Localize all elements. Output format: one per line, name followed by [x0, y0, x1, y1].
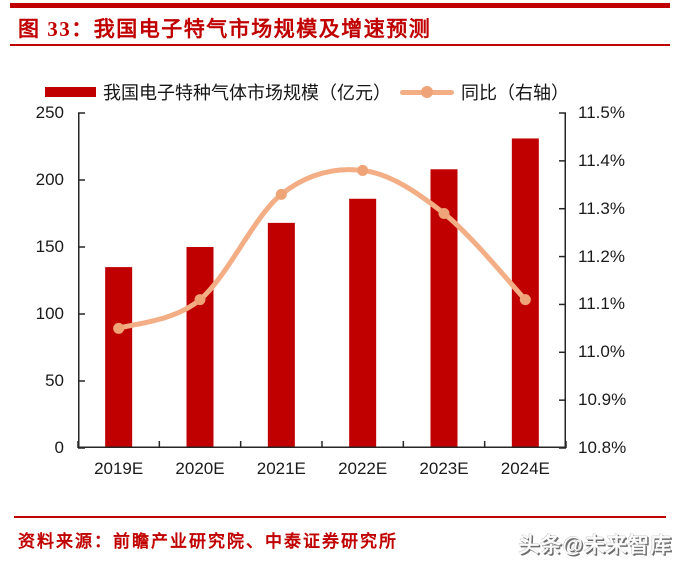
- x-axis-label-2023E: 2023E: [419, 459, 469, 478]
- yoy-marker-2019E: [113, 322, 125, 334]
- left-axis-tick-label: 0: [54, 438, 64, 457]
- bar-series-label: 我国电子特种气体市场规模（亿元）: [103, 83, 391, 103]
- x-axis-label-2022E: 2022E: [338, 459, 388, 478]
- x-axis-labels: 2019E 2020E 2021E 2022E 2023E 2024E: [78, 459, 566, 483]
- x-axis-label-2019E: 2019E: [94, 459, 144, 478]
- yoy-marker-2022E: [357, 164, 369, 176]
- left-axis-tick-label: 50: [45, 371, 64, 390]
- bar-2024E: [511, 138, 539, 448]
- left-axis-tick-label: 100: [35, 304, 64, 323]
- bar-2021E: [267, 222, 295, 448]
- x-axis-label-2020E: 2020E: [175, 459, 225, 478]
- left-axis-tick-label: 250: [35, 103, 64, 122]
- line-series-swatch: [400, 86, 454, 98]
- source-rule: [14, 516, 666, 518]
- bar-2019E: [105, 267, 133, 448]
- right-axis-tick-label: 11.1%: [578, 294, 625, 314]
- title-top-rule: [10, 3, 670, 8]
- yoy-marker-2021E: [275, 188, 287, 200]
- right-axis-tick-label: 11.5%: [578, 103, 625, 122]
- line-series-label: 同比（右轴）: [461, 83, 569, 103]
- bar-series-swatch: [45, 87, 96, 97]
- x-axis-label-2024E: 2024E: [500, 459, 550, 478]
- chart-canvas: [77, 112, 567, 449]
- right-axis-tick-label: 11.3%: [578, 198, 625, 218]
- x-axis-label-2021E: 2021E: [256, 459, 306, 478]
- right-axis-tick-label: 10.9%: [578, 390, 627, 410]
- right-axis-labels: 10.8% 10.9% 11.0% 11.1% 11.2% 11.3% 11.4% 11.5%: [578, 103, 674, 457]
- right-axis-tick-label: 11.0%: [578, 342, 625, 362]
- left-axis-tick-label: 150: [35, 237, 64, 256]
- yoy-marker-2023E: [438, 208, 450, 219]
- yoy-marker-2024E: [519, 294, 531, 306]
- left-axis-tick-label: 200: [35, 170, 64, 189]
- legend-item-line: 同比（右轴）: [400, 79, 569, 105]
- figure-title: 图 33：我国电子特气市场规模及增速预测: [18, 17, 432, 41]
- title-bottom-rule: [10, 44, 670, 46]
- right-axis-tick-label: 10.8%: [578, 438, 627, 457]
- line-series-marker-icon: [421, 86, 433, 98]
- right-axis-tick-label: 11.2%: [578, 246, 625, 266]
- watermark: 头条@未来智库: [518, 534, 672, 557]
- chart-legend: 我国电子特种气体市场规模（亿元） 同比（右轴）: [45, 79, 635, 105]
- right-axis-tick-label: 11.4%: [578, 150, 625, 170]
- yoy-marker-2020E: [194, 294, 206, 306]
- chart-plot-area: [77, 112, 567, 449]
- source-text: 资料来源：前瞻产业研究院、中泰证券研究所: [18, 532, 398, 551]
- left-axis-labels: 0 50 100 150 200 250: [0, 103, 64, 457]
- legend-item-bar: 我国电子特种气体市场规模（亿元）: [45, 79, 391, 105]
- bar-2020E: [186, 247, 214, 448]
- yoy-line: [116, 167, 528, 331]
- bar-2022E: [349, 198, 377, 448]
